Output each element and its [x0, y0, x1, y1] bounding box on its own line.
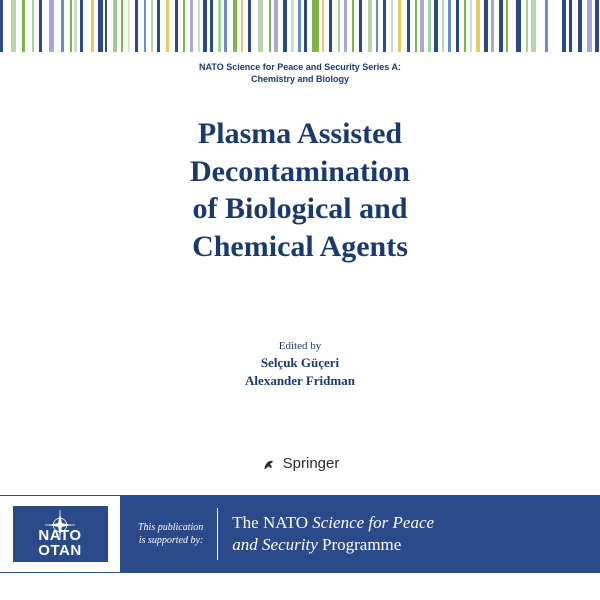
support-line-2: is supported by: — [138, 534, 203, 548]
nato-line-2: OTAN — [38, 543, 81, 558]
publisher-block: Springer — [0, 455, 600, 472]
prog-sec: Security — [262, 535, 322, 554]
title-line-4: Chemical Agents — [0, 228, 600, 266]
support-line-1: This publication — [138, 521, 203, 535]
title-line-3: of Biological and — [0, 190, 600, 228]
prog-nato: NATO — [263, 513, 312, 532]
banner-right: This publication is supported by: The NA… — [120, 495, 600, 573]
publisher-name: Springer — [283, 455, 340, 472]
nato-logo-box: NATO OTAN — [0, 495, 120, 573]
nato-banner: NATO OTAN This publication is supported … — [0, 495, 600, 573]
editors-block: Edited by Selçuk Güçeri Alexander Fridma… — [0, 340, 600, 389]
series-line-2: Chemistry and Biology — [0, 74, 600, 86]
programme-title: The NATO Science for Peace and Security … — [232, 512, 434, 556]
title-line-1: Plasma Assisted — [0, 115, 600, 153]
editor-2: Alexander Fridman — [0, 372, 600, 390]
prog-prog: Programme — [322, 535, 401, 554]
title-line-2: Decontamination — [0, 153, 600, 191]
book-title: Plasma Assisted Decontamination of Biolo… — [0, 115, 600, 265]
barcode-decoration — [0, 0, 600, 52]
nato-line-1: NATO — [38, 528, 81, 543]
prog-sci: Science for Peace — [312, 513, 434, 532]
banner-divider — [217, 508, 218, 560]
springer-horse-icon — [261, 456, 277, 472]
series-line-1: NATO Science for Peace and Security Seri… — [0, 62, 600, 74]
prog-and: and — [232, 535, 262, 554]
publication-support-label: This publication is supported by: — [138, 521, 203, 548]
editor-1: Selçuk Güçeri — [0, 354, 600, 372]
nato-flag: NATO OTAN — [13, 506, 108, 562]
prog-the: The — [232, 513, 263, 532]
series-label: NATO Science for Peace and Security Seri… — [0, 62, 600, 85]
nato-acronym: NATO OTAN — [38, 528, 81, 558]
edited-by-label: Edited by — [0, 340, 600, 352]
